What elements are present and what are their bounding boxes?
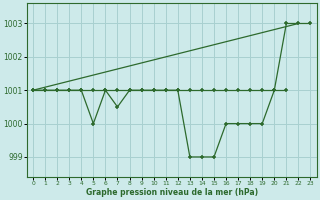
X-axis label: Graphe pression niveau de la mer (hPa): Graphe pression niveau de la mer (hPa)	[86, 188, 258, 197]
